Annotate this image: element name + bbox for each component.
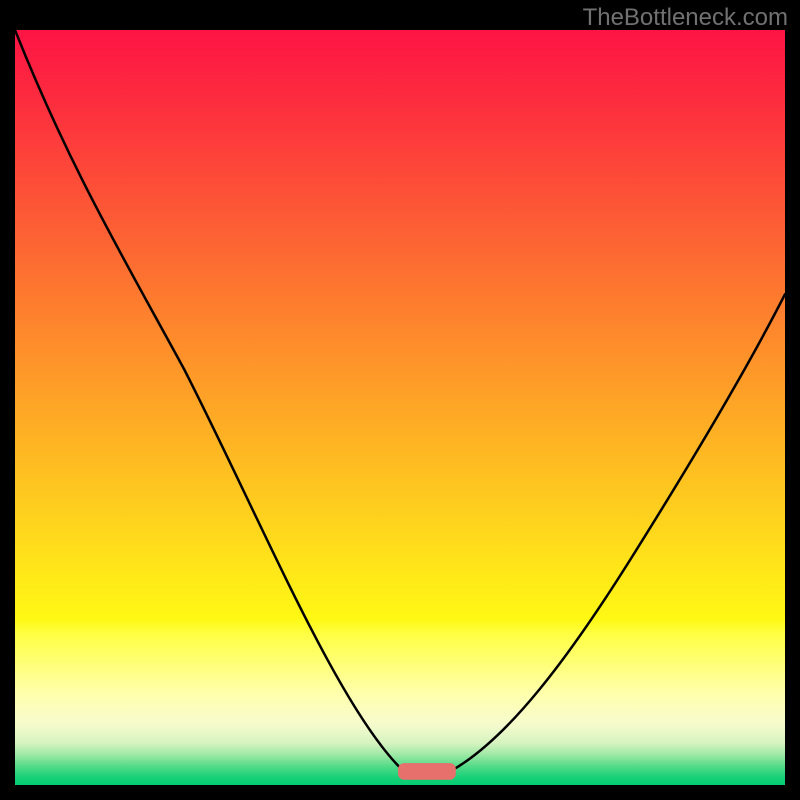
gradient-background (15, 30, 785, 785)
watermark-text: TheBottleneck.com (583, 4, 788, 32)
trough-marker (398, 763, 456, 780)
bottleneck-chart (15, 30, 785, 785)
chart-container: TheBottleneck.com (0, 0, 800, 800)
